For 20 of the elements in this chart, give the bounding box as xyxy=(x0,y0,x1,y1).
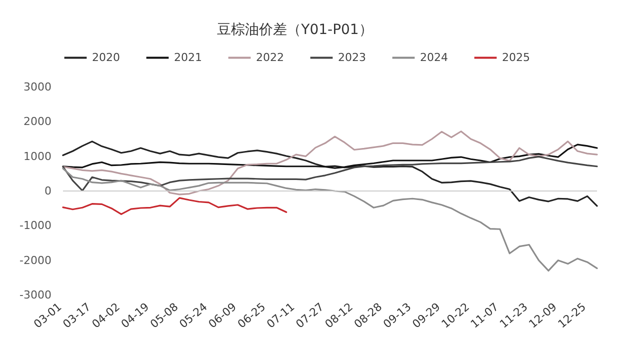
line-series xyxy=(62,156,598,192)
y-tick-label: 3000 xyxy=(24,80,52,94)
legend-label: 2021 xyxy=(174,50,202,64)
line-series xyxy=(62,130,598,196)
y-tick-label: -1000 xyxy=(20,219,52,232)
y-tick-label: 1000 xyxy=(24,150,52,163)
chart-title: 豆棕油价差（Y01-P01） xyxy=(217,22,373,38)
legend-label: 2024 xyxy=(420,50,448,64)
legend-label: 2020 xyxy=(92,50,120,64)
legend-label: 2025 xyxy=(502,50,530,64)
legend-label: 2023 xyxy=(338,50,366,64)
legend-label: 2022 xyxy=(256,50,284,64)
line-series xyxy=(62,144,598,169)
y-tick-label: 2000 xyxy=(24,115,52,128)
line-series xyxy=(62,197,288,216)
y-tick-label: -2000 xyxy=(20,254,52,267)
line-series xyxy=(62,140,598,207)
y-tick-label: 0 xyxy=(44,184,52,198)
line-series xyxy=(62,168,598,272)
y-tick-label: -3000 xyxy=(20,288,52,302)
